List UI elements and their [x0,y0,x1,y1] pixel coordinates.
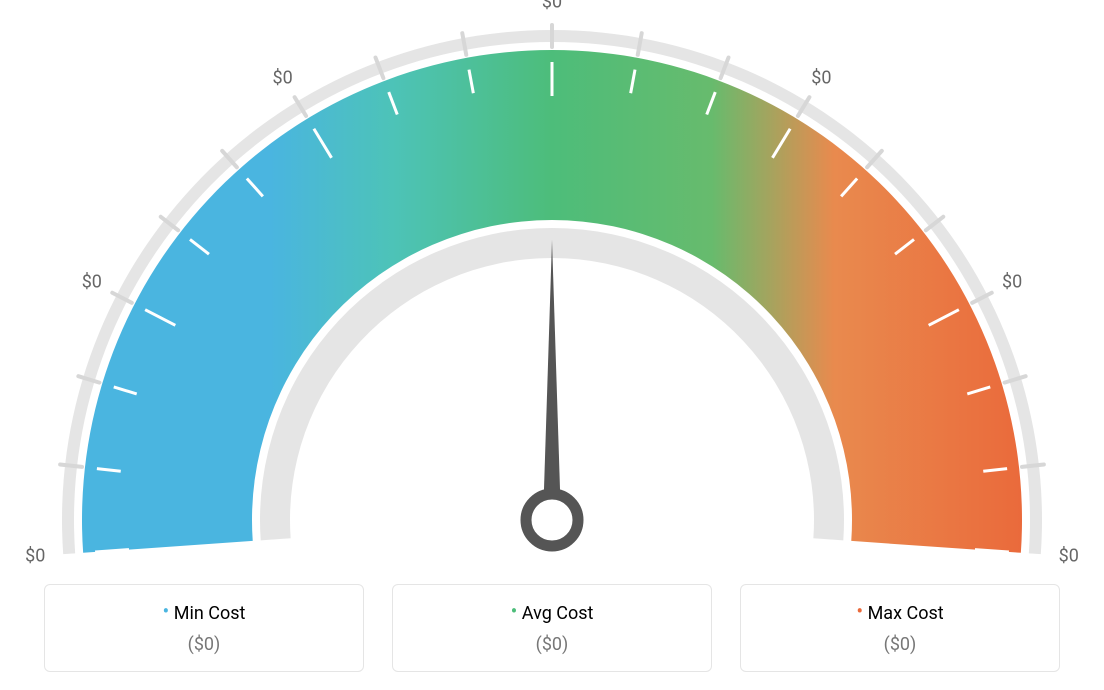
legend-card-min: • Min Cost ($0) [44,584,364,672]
gauge-svg [0,0,1104,560]
gauge-tick-label: $0 [1002,272,1022,293]
legend-card-max: • Max Cost ($0) [740,584,1060,672]
gauge-tick-label: $0 [25,546,45,567]
gauge-cost-widget: $0 $0 $0 $0 $0 $0 $0 • Min Cost ($0) • Avg Cos… [0,0,1104,690]
outer-dash [60,464,82,466]
gauge-tick-label: $0 [811,67,831,88]
gauge-hub [526,494,578,546]
dot-icon: • [511,599,518,623]
legend-label: • Avg Cost [393,599,711,624]
legend-value: ($0) [741,634,1059,655]
gauge-tick-label: $0 [273,67,293,88]
legend-label: • Max Cost [741,599,1059,624]
legend-label: • Min Cost [45,599,363,624]
legend-label-text: Max Cost [868,603,944,624]
legend-row: • Min Cost ($0) • Avg Cost ($0) • Max Co… [0,584,1104,672]
gauge-tick-label: $0 [82,272,102,293]
legend-label-text: Min Cost [174,603,246,624]
dot-icon: • [163,599,170,623]
dot-icon: • [856,599,863,623]
legend-label-text: Avg Cost [522,603,594,624]
legend-value: ($0) [45,634,363,655]
outer-dash [638,33,642,55]
outer-dash [462,33,466,55]
gauge: $0$0$0$0$0$0$0 [0,0,1104,560]
legend-card-avg: • Avg Cost ($0) [392,584,712,672]
outer-dash [1022,464,1044,466]
legend-value: ($0) [393,634,711,655]
gauge-tick-label: $0 [542,0,562,13]
gauge-tick-label: $0 [1059,546,1079,567]
